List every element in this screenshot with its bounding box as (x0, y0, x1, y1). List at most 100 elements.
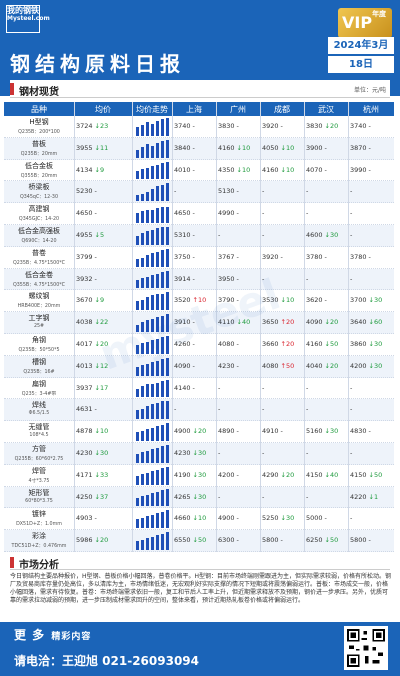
city-price: - (174, 187, 178, 195)
city-price-change: ↓30 (368, 340, 383, 348)
trend-bar (136, 432, 139, 441)
trend-bar (141, 517, 144, 529)
product-name: 螺纹钢 (28, 292, 50, 301)
trend-bar (141, 193, 144, 202)
average-price-change: ↓5 (94, 231, 105, 239)
trend-bar (141, 430, 144, 441)
trend-bar (161, 446, 164, 463)
section-title: 钢材现货 (19, 87, 59, 98)
trend-bar (136, 301, 139, 311)
trend-bar (146, 516, 149, 529)
trend-bar (156, 228, 159, 245)
city-price-value: 4200 (350, 361, 367, 370)
city-price-value: - (350, 209, 353, 218)
city-price-value: - (262, 383, 265, 392)
trend-bar (161, 141, 164, 158)
average-price-change: ↓9 (94, 296, 105, 305)
trend-sparkline (134, 422, 170, 442)
trend-bar (136, 126, 139, 136)
column-divider (216, 102, 217, 552)
product-spec: 60*80*3.75 (25, 498, 53, 504)
city-price-value: 4160 (306, 340, 323, 348)
average-price-value: 3799 (76, 252, 93, 261)
trend-sparkline (134, 226, 170, 246)
trend-bar (156, 208, 159, 223)
average-price-change: ↓20 (94, 536, 109, 545)
city-price-value: - (262, 209, 265, 218)
city-price: 4160 ↓50 (306, 340, 338, 348)
footer: 更 多 精彩内容 请电洽：王迎旭 021-26093094 (0, 622, 400, 676)
city-price: 4260- (174, 340, 195, 348)
city-price-value: 3870 (350, 143, 367, 152)
trend-bar (146, 296, 149, 311)
average-price-value: 5230 (76, 187, 93, 196)
trend-bar (141, 539, 144, 550)
city-price: 4140- (174, 384, 195, 392)
city-price-change: ↓30 (192, 449, 207, 457)
product-name: 镀锌 (32, 510, 46, 519)
city-price: 4200- (218, 471, 239, 479)
city-price-change: - (192, 340, 195, 348)
trend-bar (156, 338, 159, 354)
trend-sparkline (134, 335, 170, 355)
city-price: 4200 ↓30 (350, 362, 382, 370)
city-price: 4090- (174, 362, 195, 370)
more-content-link[interactable]: 更 多 精彩内容 (14, 626, 91, 643)
trend-sparkline (134, 117, 170, 137)
city-price: 3650 ↑20 (262, 318, 294, 326)
city-price-value: 3830 (218, 122, 235, 130)
city-price: 3830- (218, 122, 239, 130)
product-spec: TDC51D+Z：0.476mm (11, 544, 67, 550)
city-price-value: 3520 (174, 296, 191, 305)
city-price-change: - (192, 165, 195, 174)
city-price: - (262, 275, 266, 283)
trend-bar (146, 231, 149, 245)
city-price: 3920- (262, 253, 283, 261)
trend-sparkline (134, 531, 170, 551)
column-divider (74, 102, 75, 552)
city-price: 4290 ↓20 (262, 471, 294, 479)
col-shanghai: 上海 (186, 105, 202, 114)
city-price-value: - (350, 274, 353, 283)
city-price-value: - (350, 383, 353, 392)
city-price-value: 3830 (306, 122, 323, 130)
city-price: - (174, 405, 178, 413)
trend-bar (156, 535, 159, 550)
trend-bar (146, 341, 149, 354)
trend-bar (156, 273, 159, 289)
col-trend: 均价走势 (136, 105, 168, 114)
price-table: 品种 均价 均价走势 上海 广州 成都 武汉 杭州 H型钢 Q235B：200*1… (4, 102, 394, 552)
city-price-value: 4110 (218, 318, 235, 327)
city-price-value: 4050 (262, 143, 279, 152)
trend-bar (161, 163, 164, 180)
qr-code-icon (344, 626, 388, 670)
city-price: - (350, 275, 354, 283)
average-price-change: ↓17 (94, 383, 109, 392)
average-price-change: - (94, 209, 97, 218)
table-row: 无缝管 108*4.5 4878 ↓10 4900 ↓20 4890-4910-5160 ↓3… (4, 421, 394, 443)
product-spec: Q235B：20mm (20, 151, 58, 157)
city-price: 3840- (174, 144, 195, 152)
trend-bar (136, 150, 139, 158)
city-price-value: 4260 (174, 340, 191, 348)
trend-sparkline (134, 270, 170, 290)
city-price-value: 4090 (174, 361, 191, 370)
trend-bar (166, 248, 169, 267)
city-price-change: - (324, 165, 327, 174)
average-price-value: 4017 (76, 340, 93, 348)
city-price-value: 4140 (174, 383, 191, 392)
city-price-change: - (368, 536, 371, 545)
product-spec: Q235B：4.75*1500*C (12, 260, 66, 266)
city-price: 4220 ↓1 (350, 493, 378, 501)
city-price: 3767- (218, 253, 239, 261)
city-price-change: ↓10 (280, 165, 295, 174)
trend-sparkline (134, 248, 170, 268)
city-price: 3790- (218, 296, 239, 304)
city-price-change: ↓40 (236, 318, 251, 327)
city-price-value: 4900 (218, 514, 235, 523)
trend-bar (151, 340, 154, 354)
average-price: 5986 ↓20 (76, 536, 132, 544)
mysteel-logo: 我的钢铁 Mysteel.com (6, 5, 50, 33)
city-price: 5250 ↓30 (262, 514, 294, 522)
table-row: 普板 Q235B：20mm 3955 ↓11 3840-4160 ↓10 4050 ↓10 39… (4, 137, 394, 160)
